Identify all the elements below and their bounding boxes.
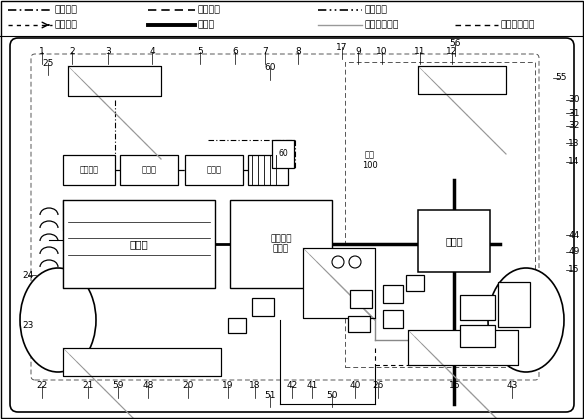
- Text: 25: 25: [42, 59, 54, 67]
- Text: 15: 15: [568, 266, 580, 274]
- Bar: [418, 66, 506, 94]
- Text: 12: 12: [446, 47, 458, 57]
- Text: 电力线路: 电力线路: [198, 5, 221, 15]
- Text: 6: 6: [232, 47, 238, 57]
- Text: 48: 48: [142, 382, 154, 391]
- Bar: [63, 348, 221, 376]
- Text: 3: 3: [105, 47, 111, 57]
- Bar: [350, 290, 372, 308]
- Text: 22: 22: [36, 382, 48, 391]
- Bar: [68, 66, 161, 96]
- Bar: [63, 348, 221, 376]
- Bar: [418, 210, 490, 272]
- Text: 32: 32: [568, 122, 580, 130]
- Text: 59: 59: [112, 382, 124, 391]
- Bar: [252, 298, 274, 316]
- Bar: [230, 200, 332, 288]
- Text: 控制线路: 控制线路: [55, 5, 78, 15]
- Ellipse shape: [488, 268, 564, 372]
- Bar: [383, 285, 403, 303]
- Text: 传动轴: 传动轴: [198, 21, 215, 29]
- Text: 40: 40: [349, 382, 361, 391]
- Text: 51: 51: [264, 391, 276, 399]
- Text: 7: 7: [262, 47, 268, 57]
- Text: 14: 14: [568, 158, 580, 166]
- Text: 16: 16: [449, 382, 461, 391]
- Text: 车辆
100: 车辆 100: [362, 150, 378, 170]
- Bar: [120, 155, 178, 185]
- Text: 26: 26: [373, 382, 384, 391]
- Text: 17: 17: [336, 42, 347, 52]
- Text: 30: 30: [568, 96, 580, 104]
- Text: 60: 60: [264, 64, 276, 72]
- Bar: [68, 66, 161, 96]
- Ellipse shape: [20, 268, 96, 372]
- Text: 56: 56: [449, 39, 461, 49]
- Bar: [460, 295, 495, 320]
- Text: 50: 50: [326, 391, 338, 399]
- Text: 44: 44: [568, 230, 580, 240]
- Text: 蓄电池: 蓄电池: [141, 166, 157, 174]
- Bar: [228, 318, 246, 333]
- Text: 发动机: 发动机: [130, 239, 148, 249]
- Bar: [248, 155, 288, 185]
- Text: 49: 49: [568, 248, 580, 256]
- Text: 23: 23: [22, 321, 34, 329]
- Text: 55: 55: [555, 73, 566, 83]
- Text: 43: 43: [506, 382, 517, 391]
- Text: 9: 9: [355, 47, 361, 57]
- Bar: [345, 62, 535, 367]
- Text: 燃料氢气管线: 燃料氢气管线: [501, 21, 536, 29]
- Text: 冷却氢气管线: 冷却氢气管线: [365, 21, 399, 29]
- Text: 5: 5: [197, 47, 203, 57]
- Bar: [408, 330, 518, 365]
- Text: 逆变器: 逆变器: [207, 166, 221, 174]
- Text: 20: 20: [182, 382, 194, 391]
- Text: 18: 18: [249, 382, 260, 391]
- Bar: [408, 330, 518, 365]
- Text: 8: 8: [295, 47, 301, 57]
- Bar: [460, 325, 495, 347]
- Text: 21: 21: [82, 382, 93, 391]
- Text: 通信线路: 通信线路: [55, 21, 78, 29]
- Text: 11: 11: [414, 47, 426, 57]
- Text: 10: 10: [376, 47, 388, 57]
- Text: 2: 2: [69, 47, 75, 57]
- Bar: [303, 248, 375, 318]
- Bar: [383, 310, 403, 328]
- Bar: [63, 155, 115, 185]
- Text: 尾气管线: 尾气管线: [365, 5, 388, 15]
- Bar: [498, 282, 530, 327]
- Bar: [185, 155, 243, 185]
- Text: 31: 31: [568, 109, 580, 117]
- Text: 19: 19: [223, 382, 234, 391]
- Bar: [418, 66, 506, 94]
- Bar: [63, 200, 215, 288]
- FancyBboxPatch shape: [10, 38, 574, 412]
- Bar: [348, 316, 370, 332]
- Text: 42: 42: [286, 382, 298, 391]
- Text: 混合动力: 混合动力: [270, 235, 292, 243]
- Bar: [303, 248, 375, 318]
- Text: 驱动桥: 驱动桥: [445, 236, 463, 246]
- Bar: [272, 140, 294, 168]
- Text: 24: 24: [22, 271, 34, 279]
- Text: 电力总线: 电力总线: [79, 166, 99, 174]
- Text: 41: 41: [307, 382, 318, 391]
- Bar: [406, 275, 424, 291]
- Text: 13: 13: [568, 139, 580, 147]
- Text: 变速器: 变速器: [273, 245, 289, 253]
- Text: 4: 4: [149, 47, 155, 57]
- Text: 60: 60: [278, 150, 288, 158]
- Text: 1: 1: [39, 47, 45, 57]
